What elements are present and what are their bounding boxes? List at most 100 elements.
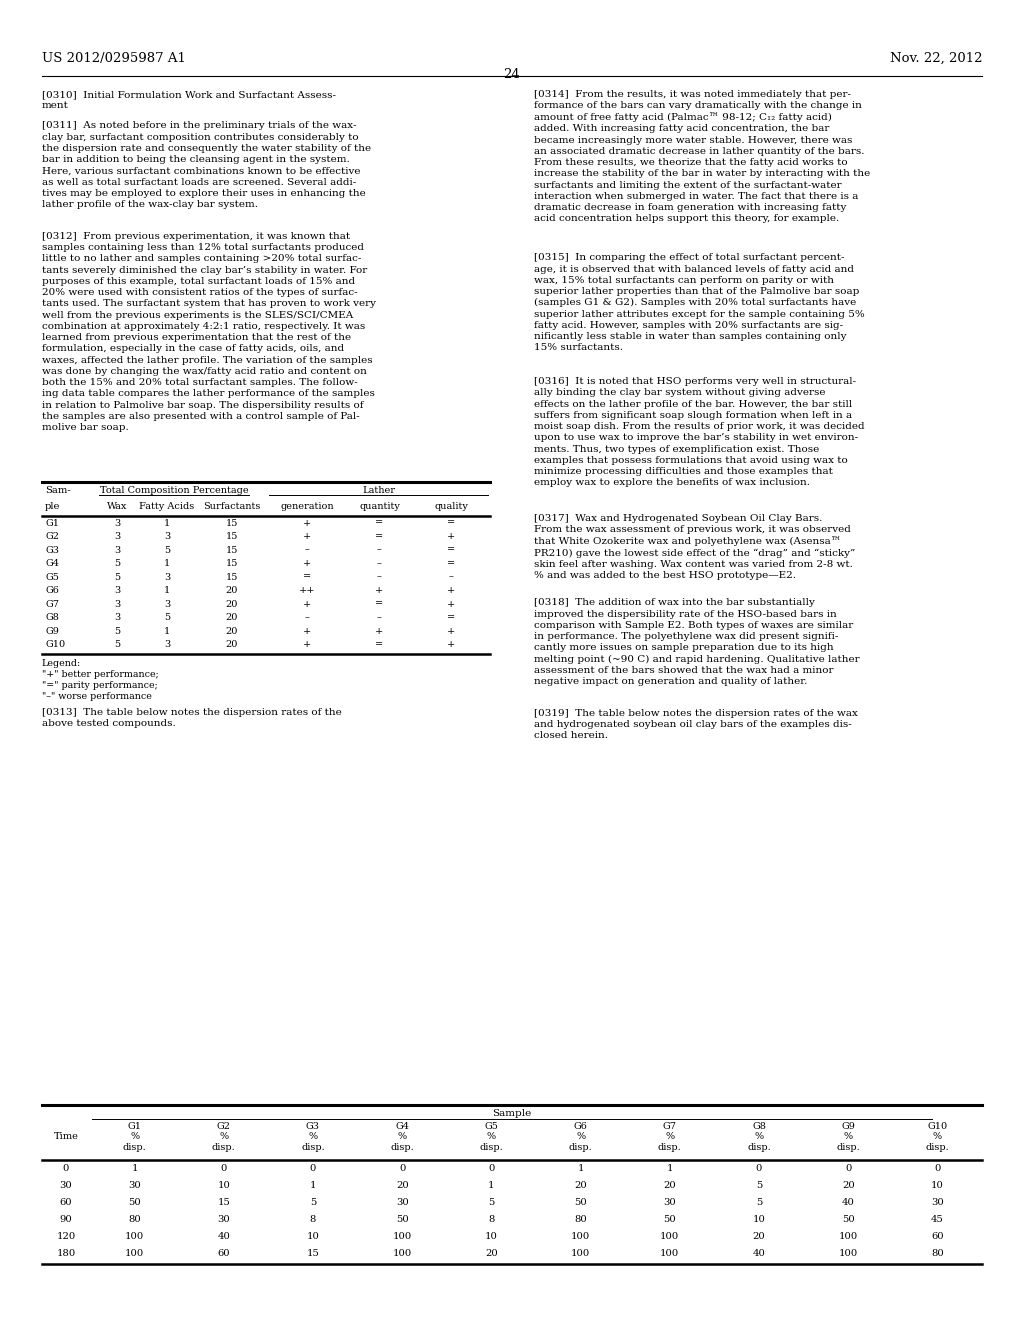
Text: 90: 90 (59, 1214, 73, 1224)
Text: quantity: quantity (359, 502, 400, 511)
Text: G4: G4 (45, 558, 59, 568)
Text: 5: 5 (164, 612, 170, 622)
Text: 20: 20 (226, 599, 239, 609)
Text: 20: 20 (226, 640, 239, 649)
Text: +: + (446, 627, 455, 635)
Text: 20: 20 (485, 1249, 498, 1258)
Text: +: + (303, 532, 311, 541)
Text: 1: 1 (488, 1181, 495, 1191)
Text: +: + (446, 586, 455, 595)
Text: 15: 15 (226, 545, 239, 554)
Text: +: + (303, 627, 311, 635)
Text: 5: 5 (756, 1181, 762, 1191)
Text: 180: 180 (56, 1249, 76, 1258)
Text: 1: 1 (164, 558, 170, 568)
Text: Sample: Sample (493, 1109, 531, 1118)
Text: 1: 1 (667, 1164, 673, 1173)
Text: 60: 60 (931, 1232, 944, 1241)
Text: 10: 10 (217, 1181, 230, 1191)
Text: G5: G5 (45, 573, 58, 582)
Text: [0317]  Wax and Hydrogenated Soybean Oil Clay Bars.
From the wax assessment of p: [0317] Wax and Hydrogenated Soybean Oil … (534, 513, 855, 581)
Text: 5: 5 (114, 627, 120, 635)
Text: –: – (304, 545, 309, 554)
Text: Legend:: Legend: (42, 659, 81, 668)
Text: G1: G1 (45, 519, 59, 528)
Text: +: + (446, 532, 455, 541)
Text: G10
%
disp.: G10 % disp. (926, 1122, 949, 1152)
Text: [0312]  From previous experimentation, it was known that
samples containing less: [0312] From previous experimentation, it… (42, 232, 376, 432)
Text: =: = (376, 532, 384, 541)
Text: +: + (446, 599, 455, 609)
Text: G9: G9 (45, 627, 58, 635)
Text: 50: 50 (842, 1214, 855, 1224)
Text: 5: 5 (164, 545, 170, 554)
Text: 15: 15 (226, 519, 239, 528)
Text: G7
%
disp.: G7 % disp. (658, 1122, 682, 1152)
Text: 0: 0 (310, 1164, 316, 1173)
Text: "=" parity performance;: "=" parity performance; (42, 681, 158, 689)
Text: Sam-: Sam- (45, 486, 71, 495)
Text: 3: 3 (114, 519, 120, 528)
Text: –: – (304, 612, 309, 622)
Text: 50: 50 (396, 1214, 409, 1224)
Text: =: = (446, 545, 455, 554)
Text: 80: 80 (574, 1214, 587, 1224)
Text: 20: 20 (753, 1232, 765, 1241)
Text: 30: 30 (128, 1181, 141, 1191)
Text: [0318]  The addition of wax into the bar substantially
improved the dispersibili: [0318] The addition of wax into the bar … (534, 598, 859, 686)
Text: 20: 20 (226, 627, 239, 635)
Text: 100: 100 (392, 1249, 412, 1258)
Text: 100: 100 (571, 1232, 590, 1241)
Text: 30: 30 (396, 1199, 409, 1206)
Text: G3: G3 (45, 545, 59, 554)
Text: =: = (376, 640, 384, 649)
Text: 15: 15 (226, 532, 239, 541)
Text: 20: 20 (664, 1181, 676, 1191)
Text: 10: 10 (753, 1214, 765, 1224)
Text: 20: 20 (226, 612, 239, 622)
Text: 60: 60 (217, 1249, 230, 1258)
Text: [0314]  From the results, it was noted immediately that per-
formance of the bar: [0314] From the results, it was noted im… (534, 90, 870, 223)
Text: 20: 20 (574, 1181, 587, 1191)
Text: G7: G7 (45, 599, 59, 609)
Text: US 2012/0295987 A1: US 2012/0295987 A1 (42, 51, 186, 65)
Text: 3: 3 (164, 573, 170, 582)
Text: 45: 45 (931, 1214, 944, 1224)
Text: +: + (303, 558, 311, 568)
Text: 100: 100 (571, 1249, 590, 1258)
Text: 5: 5 (756, 1199, 762, 1206)
Text: 50: 50 (128, 1199, 141, 1206)
Text: 3: 3 (114, 612, 120, 622)
Text: 30: 30 (664, 1199, 676, 1206)
Text: 100: 100 (839, 1232, 858, 1241)
Text: –: – (377, 573, 382, 582)
Text: G1
%
disp.: G1 % disp. (123, 1122, 146, 1152)
Text: [0315]  In comparing the effect of total surfactant percent-
age, it is observed: [0315] In comparing the effect of total … (534, 253, 864, 352)
Text: +: + (376, 627, 384, 635)
Text: 1: 1 (164, 586, 170, 595)
Text: 24: 24 (504, 69, 520, 81)
Text: 20: 20 (396, 1181, 409, 1191)
Text: –: – (377, 545, 382, 554)
Text: ple: ple (45, 502, 60, 511)
Text: 1: 1 (164, 519, 170, 528)
Text: =: = (376, 599, 384, 609)
Text: –: – (377, 558, 382, 568)
Text: "+" better performance;: "+" better performance; (42, 669, 159, 678)
Text: 3: 3 (114, 532, 120, 541)
Text: 0: 0 (399, 1164, 406, 1173)
Text: Lather: Lather (362, 486, 395, 495)
Text: [0310]  Initial Formulation Work and Surfactant Assess-
ment: [0310] Initial Formulation Work and Surf… (42, 90, 336, 111)
Text: 3: 3 (164, 640, 170, 649)
Text: 80: 80 (128, 1214, 141, 1224)
Text: 100: 100 (839, 1249, 858, 1258)
Text: [0311]  As noted before in the preliminary trials of the wax-
clay bar, surfacta: [0311] As noted before in the preliminar… (42, 121, 371, 209)
Text: Surfactants: Surfactants (204, 502, 261, 511)
Text: 15: 15 (217, 1199, 230, 1206)
Text: Total Composition Percentage: Total Composition Percentage (100, 486, 249, 495)
Text: 30: 30 (217, 1214, 230, 1224)
Text: 15: 15 (226, 558, 239, 568)
Text: Time: Time (53, 1133, 79, 1140)
Text: 40: 40 (753, 1249, 765, 1258)
Text: ++: ++ (299, 586, 315, 595)
